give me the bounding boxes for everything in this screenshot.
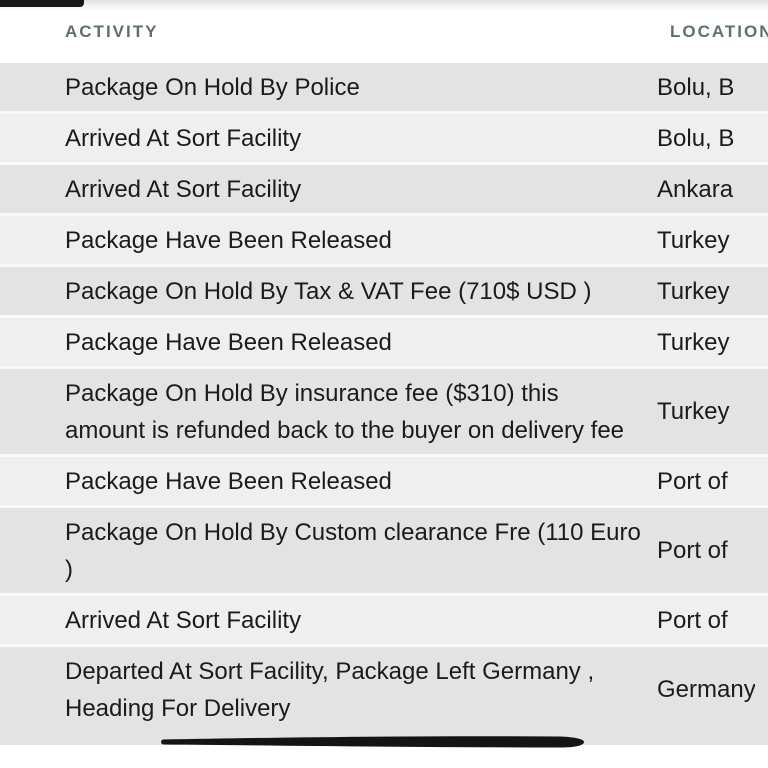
- location-cell: Port of: [657, 537, 728, 564]
- redaction-mark-top-left: [0, 0, 84, 7]
- table-row: Package Have Been Released Turkey: [0, 216, 768, 267]
- table-row: Package On Hold By Tax & VAT Fee (710$ U…: [0, 267, 768, 318]
- location-cell: Turkey: [657, 398, 730, 425]
- table-row: Arrived At Sort Facility Bolu, B: [0, 114, 768, 165]
- table-row: Package On Hold By insurance fee ($310) …: [0, 369, 768, 457]
- top-edge-shade: [0, 0, 768, 12]
- activity-cell: Arrived At Sort Facility: [65, 124, 302, 152]
- location-cell: Port of: [657, 467, 728, 495]
- activity-column-header: ACTIVITY: [65, 21, 159, 41]
- location-cell: Turkey: [657, 328, 730, 356]
- activity-cell: Arrived At Sort Facility: [65, 606, 302, 634]
- activity-cell: Package On Hold By Tax & VAT Fee (710$ U…: [65, 277, 592, 305]
- location-cell: Port of: [657, 606, 728, 634]
- table-row: Arrived At Sort Facility Ankara: [0, 165, 768, 216]
- table-row: Departed At Sort Facility, Package Left …: [0, 647, 768, 745]
- table-row: Package On Hold By Custom clearance Fre …: [0, 508, 768, 596]
- activity-cell: Package On Hold By insurance fee ($310) …: [65, 379, 625, 444]
- tracking-table[interactable]: ACTIVITY LOCATION Package On Hold By Pol…: [0, 0, 768, 745]
- location-cell: Bolu, B: [657, 124, 735, 152]
- activity-cell: Package Have Been Released: [65, 328, 392, 356]
- activity-cell: Package On Hold By Custom clearance Fre …: [65, 518, 641, 583]
- activity-cell: Arrived At Sort Facility: [65, 175, 302, 203]
- activity-cell: Package On Hold By Police: [65, 73, 360, 101]
- location-cell: Turkey: [657, 226, 730, 254]
- location-cell: Bolu, B: [657, 73, 735, 101]
- table-row: Package Have Been Released Turkey: [0, 318, 768, 369]
- activity-cell: Departed At Sort Facility, Package Left …: [65, 657, 595, 722]
- table-row: Package Have Been Released Port of: [0, 457, 768, 508]
- location-cell: Germany: [657, 676, 755, 703]
- location-cell: Turkey: [657, 277, 730, 305]
- table-row: Package On Hold By Police Bolu, B: [0, 63, 768, 114]
- location-column-header: LOCATION: [670, 21, 768, 41]
- activity-cell: Package Have Been Released: [65, 226, 392, 254]
- location-cell: Ankara: [657, 175, 734, 203]
- table-row: Arrived At Sort Facility Port of: [0, 596, 768, 647]
- activity-cell: Package Have Been Released: [65, 467, 392, 495]
